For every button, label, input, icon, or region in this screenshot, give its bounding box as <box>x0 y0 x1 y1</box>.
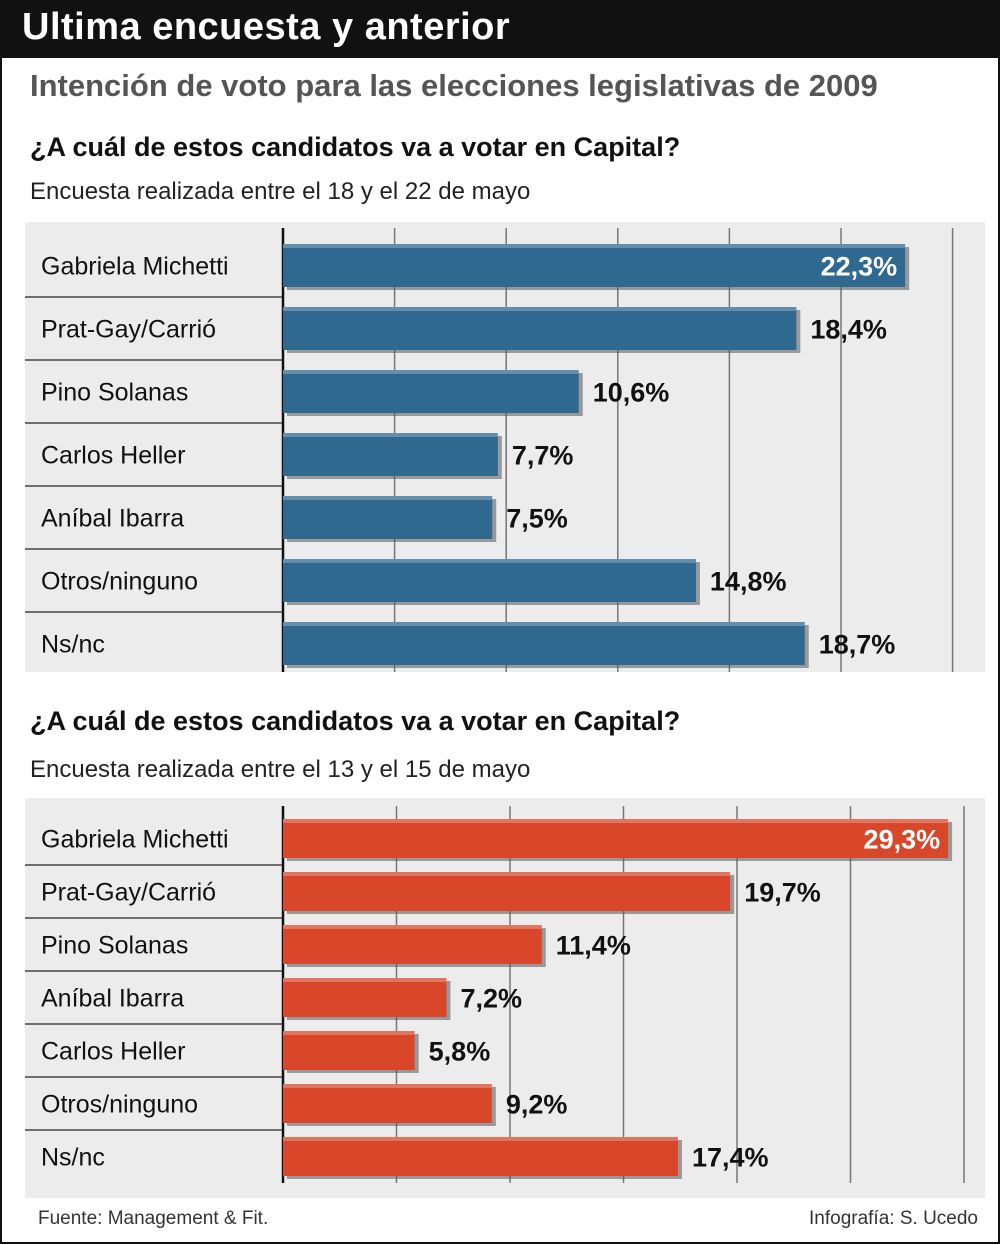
category-label: Otros/ninguno <box>41 1091 198 1119</box>
subtitle: Intención de voto para las elecciones le… <box>30 68 878 103</box>
bar-highlight <box>283 1137 678 1141</box>
bar <box>283 622 805 665</box>
bar <box>283 244 906 287</box>
chart-2-subtitle: Encuesta realizada entre el 13 y el 15 d… <box>30 756 531 783</box>
bar-highlight <box>283 925 542 929</box>
category-label: Pino Solanas <box>41 932 188 960</box>
value-label: 10,6% <box>593 378 670 408</box>
source-note: Fuente: Management & Fit. <box>38 1208 269 1229</box>
main-title: Ultima encuesta y anterior <box>22 6 511 48</box>
value-label: 7,5% <box>506 504 568 534</box>
bar-highlight <box>283 819 949 823</box>
bar-highlight <box>283 307 797 311</box>
category-label: Carlos Heller <box>41 1038 185 1066</box>
bar <box>283 559 696 602</box>
credit-note: Infografía: S. Ucedo <box>809 1208 978 1229</box>
bar-highlight <box>283 433 498 437</box>
category-label: Aníbal Ibarra <box>41 505 184 533</box>
bar-highlight <box>283 244 906 248</box>
category-label: Otros/ninguno <box>41 568 198 596</box>
chart-2-title: ¿A cuál de estos candidatos va a votar e… <box>30 706 681 736</box>
chart-2: Gabriela Michetti 29,3% Prat-Gay/Carrió 19,… <box>25 806 965 1183</box>
bar <box>283 819 949 858</box>
bar-highlight <box>283 370 579 374</box>
chart-1-title: ¿A cuál de estos candidatos va a votar e… <box>30 132 681 162</box>
category-label: Ns/nc <box>41 631 105 659</box>
bar <box>283 307 797 350</box>
category-label: Gabriela Michetti <box>41 826 229 854</box>
value-label: 5,8% <box>429 1037 491 1067</box>
value-label: 19,7% <box>744 878 821 908</box>
bar-highlight <box>283 622 805 626</box>
value-label: 17,4% <box>692 1143 769 1173</box>
bar <box>283 1137 678 1176</box>
bar <box>283 370 579 413</box>
bar-highlight <box>283 978 447 982</box>
value-label: 7,7% <box>512 441 574 471</box>
chart-1-subtitle: Encuesta realizada entre el 18 y el 22 d… <box>30 178 531 205</box>
value-label: 22,3% <box>821 252 898 282</box>
bar-highlight <box>283 496 493 500</box>
bar-highlight <box>283 1031 415 1035</box>
category-label: Pino Solanas <box>41 379 188 407</box>
bar-highlight <box>283 1084 492 1088</box>
header-bar <box>0 0 1000 58</box>
value-label: 7,2% <box>460 984 522 1014</box>
value-label: 14,8% <box>710 567 787 597</box>
value-label: 18,4% <box>810 315 887 345</box>
bar <box>283 433 498 476</box>
bar <box>283 872 731 911</box>
category-label: Prat-Gay/Carrió <box>41 316 216 344</box>
category-label: Carlos Heller <box>41 442 185 470</box>
category-label: Ns/nc <box>41 1144 105 1172</box>
chart-1: Gabriela Michetti 22,3% Prat-Gay/Carrió 18,… <box>25 228 954 672</box>
bar-highlight <box>283 872 731 876</box>
bar <box>283 496 493 539</box>
category-label: Gabriela Michetti <box>41 253 229 281</box>
bar <box>283 1031 415 1070</box>
category-label: Prat-Gay/Carrió <box>41 879 216 907</box>
bar <box>283 1084 492 1123</box>
bar-highlight <box>283 559 696 563</box>
value-label: 11,4% <box>556 931 631 961</box>
bar <box>283 978 447 1017</box>
bar <box>283 925 542 964</box>
value-label: 9,2% <box>506 1090 568 1120</box>
value-label: 29,3% <box>864 825 941 855</box>
category-label: Aníbal Ibarra <box>41 985 184 1013</box>
value-label: 18,7% <box>819 630 896 660</box>
